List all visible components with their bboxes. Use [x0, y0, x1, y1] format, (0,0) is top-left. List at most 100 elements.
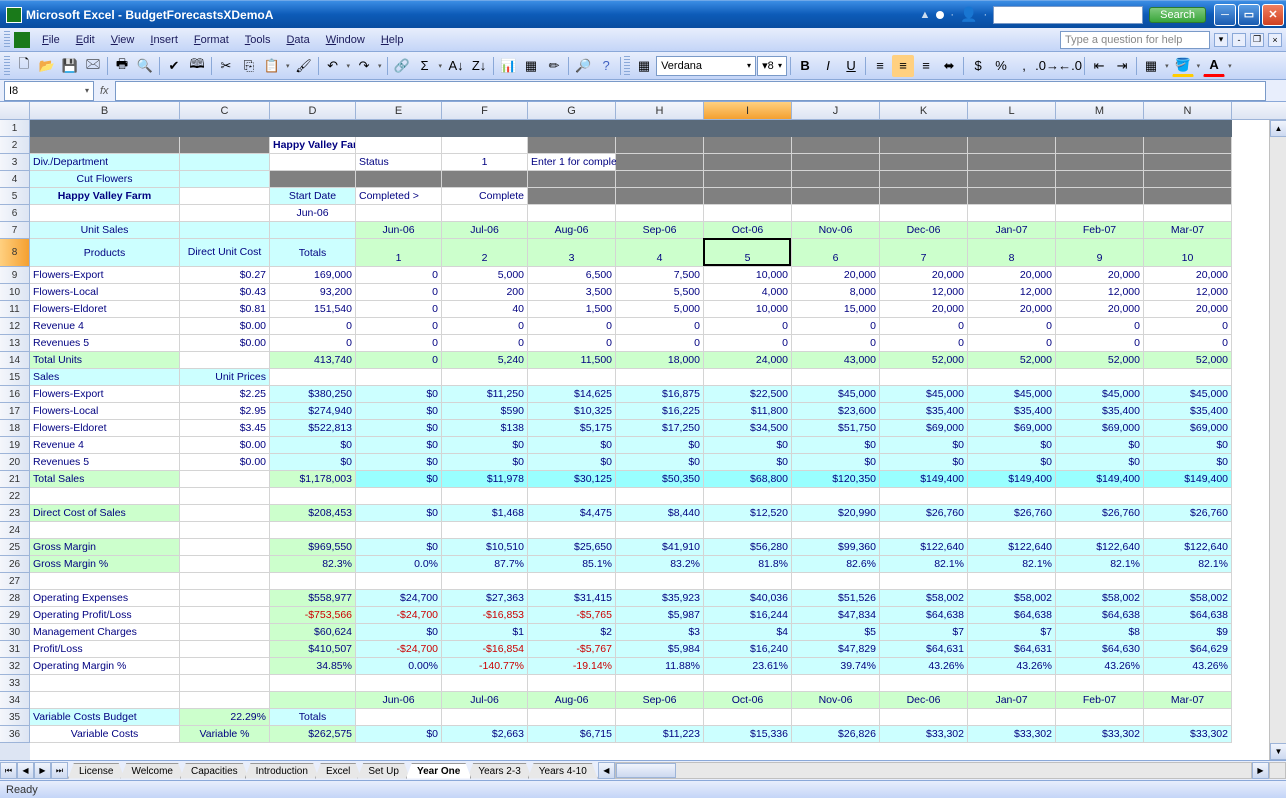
- menu-help[interactable]: Help: [373, 31, 412, 49]
- cell[interactable]: [616, 709, 704, 726]
- cell[interactable]: [1144, 488, 1232, 505]
- cell[interactable]: 12,000: [1144, 284, 1232, 301]
- cell[interactable]: [1056, 488, 1144, 505]
- doc-excel-icon[interactable]: [14, 32, 30, 48]
- scroll-up-button[interactable]: ▲: [1270, 120, 1286, 137]
- cell[interactable]: $26,826: [792, 726, 880, 743]
- cell[interactable]: Jun-06: [356, 222, 442, 239]
- cell[interactable]: [180, 692, 270, 709]
- cell[interactable]: [616, 205, 704, 222]
- cell[interactable]: $99,360: [792, 539, 880, 556]
- cell[interactable]: [792, 675, 880, 692]
- autosum-icon[interactable]: Σ: [414, 55, 436, 77]
- cell[interactable]: Oct-06: [704, 222, 792, 239]
- menubar-grip[interactable]: [4, 31, 10, 49]
- cell[interactable]: 82.1%: [1056, 556, 1144, 573]
- row-header-33[interactable]: 33: [0, 675, 30, 692]
- cell[interactable]: $31,415: [528, 590, 616, 607]
- cell[interactable]: [442, 522, 528, 539]
- cell[interactable]: 10: [1144, 239, 1232, 267]
- row-header-7[interactable]: 7: [0, 222, 30, 239]
- cell[interactable]: $149,400: [968, 471, 1056, 488]
- cell[interactable]: $56,280: [704, 539, 792, 556]
- sort-desc-icon[interactable]: Z↓: [468, 55, 490, 77]
- col-header-M[interactable]: M: [1056, 102, 1144, 119]
- cell[interactable]: $1,178,003: [270, 471, 356, 488]
- cell[interactable]: $23,600: [792, 403, 880, 420]
- cell[interactable]: $16,244: [704, 607, 792, 624]
- cell[interactable]: Operating Profit/Loss: [30, 607, 180, 624]
- sheet-tab-year-one[interactable]: Year One: [406, 763, 471, 779]
- merge-icon[interactable]: ⬌: [938, 55, 960, 77]
- zoom-icon[interactable]: 🔎: [572, 55, 594, 77]
- cell[interactable]: 23.61%: [704, 658, 792, 675]
- cell[interactable]: [1144, 188, 1232, 205]
- col-header-I[interactable]: I: [704, 102, 792, 119]
- cell[interactable]: [356, 171, 442, 188]
- cell[interactable]: [880, 120, 968, 137]
- cell[interactable]: [180, 556, 270, 573]
- cell[interactable]: -$5,767: [528, 641, 616, 658]
- row-header-9[interactable]: 9: [0, 267, 30, 284]
- cell[interactable]: [270, 573, 356, 590]
- cell[interactable]: 3,500: [528, 284, 616, 301]
- spelling-icon[interactable]: ✔: [163, 55, 185, 77]
- cell[interactable]: $35,400: [1056, 403, 1144, 420]
- cell[interactable]: 93,200: [270, 284, 356, 301]
- cell[interactable]: [1144, 171, 1232, 188]
- tab-last-button[interactable]: ⏭: [51, 762, 68, 779]
- col-header-G[interactable]: G: [528, 102, 616, 119]
- row-header-19[interactable]: 19: [0, 437, 30, 454]
- cell[interactable]: $1: [442, 624, 528, 641]
- cell[interactable]: [180, 573, 270, 590]
- cell[interactable]: [30, 522, 180, 539]
- doc-minimize-button[interactable]: -: [1232, 33, 1246, 47]
- sheet-tab-capacities[interactable]: Capacities: [180, 763, 249, 779]
- cell[interactable]: 0: [968, 318, 1056, 335]
- sheet-tab-years-2-3[interactable]: Years 2-3: [467, 763, 531, 779]
- cell[interactable]: [1144, 205, 1232, 222]
- cell[interactable]: 85.1%: [528, 556, 616, 573]
- cell[interactable]: $0: [616, 454, 704, 471]
- cell[interactable]: 0: [1056, 318, 1144, 335]
- cell[interactable]: [792, 369, 880, 386]
- cell[interactable]: $0: [704, 454, 792, 471]
- paste-icon[interactable]: 📋: [261, 55, 283, 77]
- titlebar-search-input[interactable]: [993, 6, 1143, 24]
- cell[interactable]: Completed >: [356, 188, 442, 205]
- cell[interactable]: 151,540: [270, 301, 356, 318]
- cell[interactable]: [180, 352, 270, 369]
- cell[interactable]: [968, 205, 1056, 222]
- cell[interactable]: $2.25: [180, 386, 270, 403]
- cell[interactable]: [356, 137, 442, 154]
- row-header-1[interactable]: 1: [0, 120, 30, 137]
- cell[interactable]: Totals: [270, 709, 356, 726]
- cell[interactable]: [616, 675, 704, 692]
- cell[interactable]: [270, 488, 356, 505]
- cell[interactable]: 11.88%: [616, 658, 704, 675]
- cell[interactable]: 20,000: [968, 267, 1056, 284]
- cell[interactable]: $0: [704, 437, 792, 454]
- cell[interactable]: Sep-06: [616, 222, 704, 239]
- cell[interactable]: $7: [880, 624, 968, 641]
- cell[interactable]: $8,440: [616, 505, 704, 522]
- cell[interactable]: [180, 658, 270, 675]
- pivot-icon[interactable]: ▦: [520, 55, 542, 77]
- cell[interactable]: [180, 488, 270, 505]
- cell[interactable]: Dec-06: [880, 692, 968, 709]
- cell[interactable]: Happy Valley Farm: [270, 137, 356, 154]
- cell[interactable]: [792, 120, 880, 137]
- cell[interactable]: $5,987: [616, 607, 704, 624]
- cell[interactable]: [1144, 675, 1232, 692]
- cell[interactable]: $26,760: [1056, 505, 1144, 522]
- cell[interactable]: 0: [968, 335, 1056, 352]
- tab-next-button[interactable]: ▶: [34, 762, 51, 779]
- cell[interactable]: $0: [356, 726, 442, 743]
- cell[interactable]: [180, 171, 270, 188]
- scroll-down-button[interactable]: ▼: [1270, 743, 1286, 760]
- cell[interactable]: [968, 675, 1056, 692]
- cell[interactable]: $24,700: [356, 590, 442, 607]
- close-button[interactable]: ✕: [1262, 4, 1284, 26]
- cell[interactable]: $14,625: [528, 386, 616, 403]
- cell[interactable]: [704, 154, 792, 171]
